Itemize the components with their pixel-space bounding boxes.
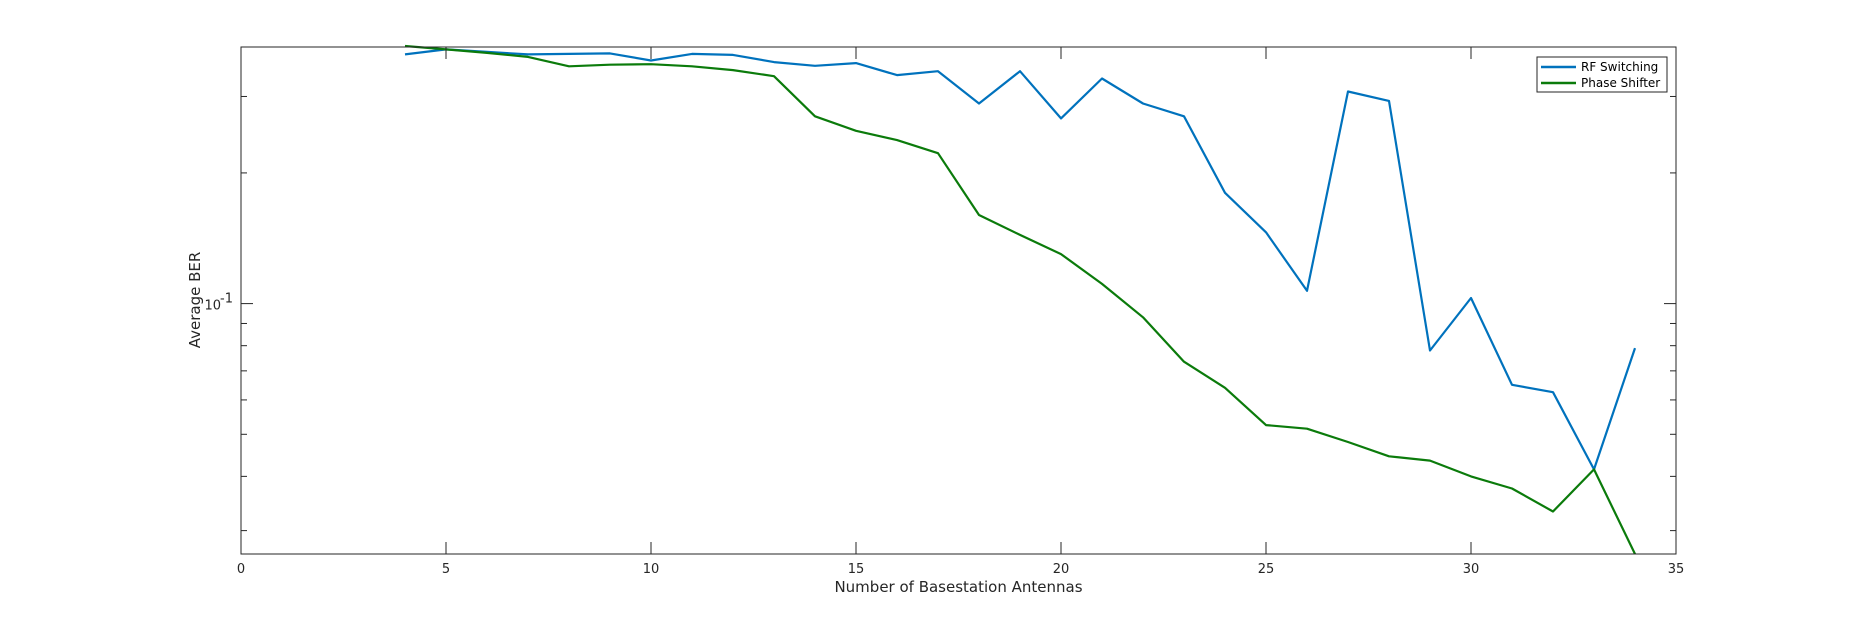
legend: RF Switching Phase Shifter [1536,56,1668,93]
y-axis-label: Average BER [186,252,204,349]
plot-area [241,47,1676,554]
x-tick-label: 5 [442,562,450,577]
x-tick-label: 25 [1258,562,1275,577]
x-tick-label: 15 [848,562,865,577]
legend-label-phase-shifter: Phase Shifter [1581,76,1660,90]
x-axis-label: Number of Basestation Antennas [834,578,1082,596]
y-tick-label: 10 -1 [204,292,233,314]
legend-box [1536,56,1668,93]
x-tick-label: 35 [1668,562,1685,577]
x-tick-label: 0 [237,562,245,577]
series-layer [404,44,1637,555]
x-tick-label: 20 [1053,562,1070,577]
axes-box [240,46,1677,555]
series-line-rf-switching [404,48,1637,471]
x-tick-label: 30 [1463,562,1480,577]
legend-label-rf-switching: RF Switching [1581,60,1658,74]
x-tick-label: 10 [643,562,660,577]
series-line-phase-shifter [404,44,1636,555]
y-tick-label-base: 10 [204,299,221,314]
y-tick-label-exponent: -1 [220,292,233,307]
